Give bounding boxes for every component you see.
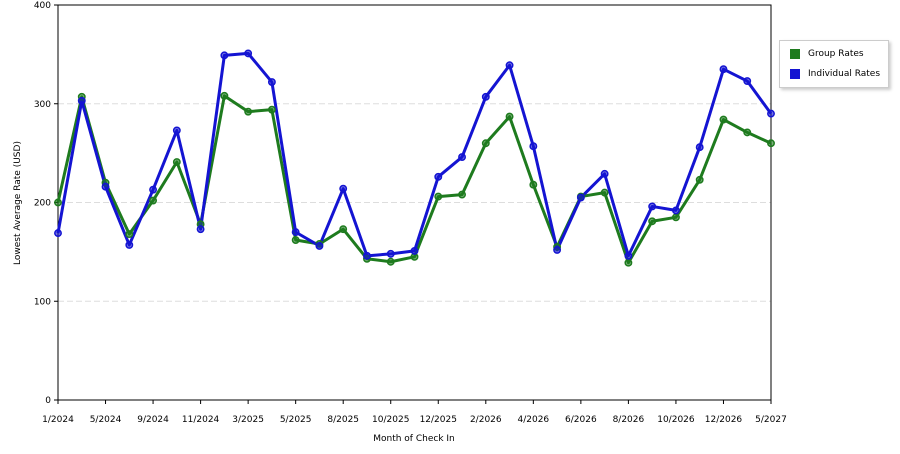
data-point	[743, 77, 752, 85]
data-point	[529, 142, 538, 151]
data-point	[458, 153, 466, 162]
data-point	[220, 51, 229, 60]
legend: Group Rates Individual Rates	[779, 40, 889, 88]
data-point	[648, 202, 657, 211]
x-tick-label: 12/2025	[420, 415, 457, 425]
data-point	[505, 61, 514, 70]
data-point	[363, 251, 371, 260]
legend-swatch	[790, 69, 800, 79]
data-point	[291, 236, 300, 244]
data-point	[125, 241, 134, 249]
x-tick-label: 8/2025	[327, 415, 359, 425]
y-axis-title: Lowest Average Rate (USD)	[13, 141, 23, 265]
data-point	[481, 92, 490, 101]
x-tick-label: 10/2025	[372, 415, 409, 425]
data-point	[767, 139, 775, 148]
data-point	[505, 112, 514, 121]
x-tick-label: 11/2024	[182, 415, 220, 425]
data-point	[196, 225, 205, 234]
data-point	[54, 229, 62, 238]
data-point	[172, 158, 181, 166]
data-point	[339, 184, 348, 193]
data-point	[671, 206, 680, 215]
data-point	[600, 188, 609, 197]
data-point	[695, 143, 704, 152]
data-point	[434, 172, 443, 181]
data-point	[339, 225, 348, 234]
data-point	[553, 245, 562, 254]
data-point	[767, 109, 775, 118]
data-point	[149, 185, 158, 194]
series-line	[56, 94, 772, 265]
data-point	[244, 49, 253, 58]
data-point	[434, 192, 443, 201]
y-tick-label: 100	[34, 297, 51, 307]
x-axis-title: Month of Check In	[373, 434, 455, 444]
data-point	[719, 115, 728, 124]
y-tick-label: 300	[34, 100, 51, 110]
y-tick-label: 0	[45, 396, 51, 406]
data-point	[267, 105, 276, 114]
y-tick-label: 400	[34, 1, 51, 11]
data-point	[671, 213, 680, 222]
data-point	[624, 258, 633, 267]
legend-label: Individual Rates	[808, 69, 881, 79]
data-point	[315, 242, 324, 250]
data-point	[600, 169, 609, 178]
x-tick-label: 9/2024	[137, 415, 169, 425]
legend-item: Group Rates	[790, 49, 864, 59]
x-tick-label: 12/2026	[705, 415, 743, 425]
x-tick-label: 5/2024	[90, 415, 122, 425]
x-tick-label: 2/2026	[470, 415, 502, 425]
data-point	[77, 96, 86, 105]
x-tick-label: 6/2026	[565, 415, 597, 425]
data-point	[220, 91, 229, 100]
data-point	[458, 190, 466, 199]
x-tick-label: 8/2026	[613, 415, 645, 425]
data-point	[719, 65, 728, 74]
x-tick-label: 4/2026	[517, 415, 549, 425]
data-point	[576, 193, 585, 202]
y-tick-label: 200	[34, 199, 51, 209]
data-point	[125, 230, 134, 239]
data-point	[291, 228, 300, 237]
data-point	[529, 180, 538, 189]
series-line	[56, 51, 773, 258]
x-tick-label: 1/2024	[42, 415, 74, 425]
x-tick-label: 3/2025	[232, 415, 264, 425]
data-point	[267, 78, 276, 86]
data-point	[624, 251, 633, 260]
x-tick-label: 5/2027	[755, 415, 787, 425]
data-point	[244, 107, 253, 116]
data-point	[410, 246, 419, 255]
data-point	[648, 217, 657, 226]
x-tick-label: 5/2025	[280, 415, 312, 425]
data-point	[386, 249, 395, 258]
data-point	[101, 182, 110, 191]
data-point	[149, 196, 158, 205]
x-tick-label: 10/2026	[657, 415, 695, 425]
data-point	[695, 175, 704, 184]
legend-item: Individual Rates	[790, 69, 880, 79]
legend-swatch	[790, 49, 800, 59]
data-point	[481, 139, 490, 148]
data-point	[54, 198, 62, 207]
legend-label: Group Rates	[808, 49, 864, 59]
data-point	[172, 126, 181, 135]
data-point	[386, 257, 395, 266]
data-point	[743, 128, 752, 137]
